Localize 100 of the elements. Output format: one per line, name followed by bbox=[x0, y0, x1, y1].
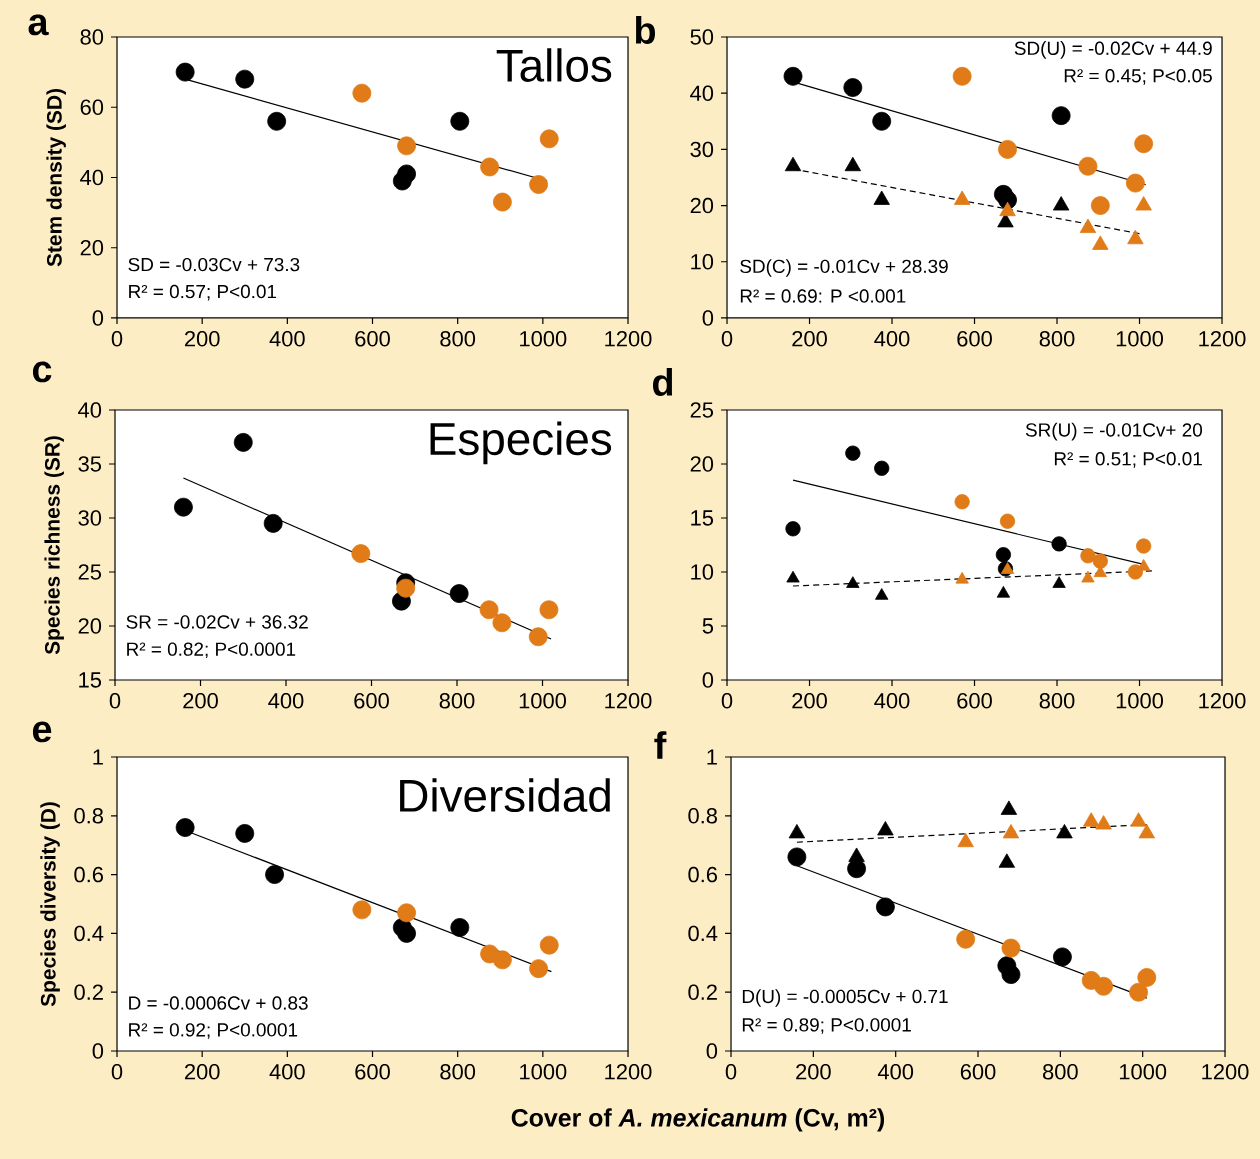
point bbox=[953, 190, 971, 205]
x-tick-label: 200 bbox=[184, 1064, 220, 1080]
x-tick-label: 1200 bbox=[1202, 1064, 1249, 1080]
chart-title: e bbox=[32, 721, 52, 743]
x-tick-label: 800 bbox=[440, 1064, 476, 1080]
point bbox=[479, 600, 499, 620]
point bbox=[954, 494, 970, 510]
x-tick-label: 1000 bbox=[519, 693, 567, 709]
point bbox=[997, 213, 1014, 228]
chart-title: c bbox=[32, 361, 52, 383]
point bbox=[783, 66, 803, 86]
point bbox=[1001, 965, 1021, 984]
y-tick-label: 20 bbox=[80, 239, 104, 256]
point bbox=[1127, 229, 1144, 245]
x-tick-label: 1000 bbox=[1119, 1064, 1167, 1080]
point bbox=[999, 513, 1016, 529]
x-tick-label: 600 bbox=[355, 331, 390, 347]
point bbox=[1080, 548, 1096, 564]
point bbox=[787, 847, 807, 867]
annotation: Diversidad bbox=[400, 778, 610, 813]
annotation: Tallos bbox=[496, 48, 612, 82]
point bbox=[1056, 824, 1073, 839]
y-tick-label: 0.4 bbox=[74, 925, 104, 942]
x-tick-label: 1200 bbox=[1199, 693, 1246, 709]
x-tick-label: 0 bbox=[725, 1064, 737, 1080]
point bbox=[784, 156, 802, 172]
y-tick-label: 0 bbox=[92, 1043, 104, 1059]
point bbox=[1092, 553, 1108, 569]
annotation: D = -0.0006Cv + 0.83 bbox=[129, 996, 308, 1010]
x-tick-label: 0 bbox=[721, 331, 733, 347]
x-tick-label: 1000 bbox=[1116, 331, 1164, 347]
point bbox=[450, 918, 470, 937]
point bbox=[235, 824, 255, 843]
point bbox=[1051, 536, 1067, 552]
point bbox=[1078, 156, 1098, 176]
point bbox=[529, 959, 548, 979]
y-tick-label: 40 bbox=[80, 169, 104, 186]
point bbox=[998, 139, 1017, 159]
point bbox=[1051, 106, 1071, 126]
point bbox=[175, 818, 195, 837]
x-tick-label: 600 bbox=[957, 331, 992, 347]
point bbox=[397, 923, 416, 943]
x-tick-label: 0 bbox=[109, 693, 121, 709]
point bbox=[843, 78, 863, 97]
annotation: SD(C) = -0.01Cv + 28.39 bbox=[740, 259, 948, 277]
point bbox=[1137, 968, 1157, 987]
x-tick-label: 600 bbox=[354, 693, 389, 709]
point bbox=[539, 600, 559, 620]
y-tick-label: 80 bbox=[80, 29, 104, 45]
point bbox=[539, 935, 559, 955]
point bbox=[1053, 947, 1072, 967]
y-tick-label: 1 bbox=[93, 749, 103, 765]
annotation: R² = 0.57; P<0.01 bbox=[129, 284, 277, 301]
x-tick-label: 0 bbox=[111, 331, 123, 347]
point bbox=[998, 853, 1016, 868]
point bbox=[528, 627, 548, 647]
y-tick-label: 35 bbox=[78, 456, 102, 472]
y-tick-label: 40 bbox=[78, 402, 102, 418]
y-tick-label: 10 bbox=[691, 254, 714, 270]
point bbox=[1052, 196, 1070, 211]
point bbox=[233, 432, 253, 452]
point bbox=[1137, 558, 1151, 571]
annotation: R² = 0.69: P <0.001 bbox=[740, 289, 906, 303]
point bbox=[449, 584, 469, 603]
point bbox=[1095, 815, 1112, 830]
chart-title: d bbox=[653, 368, 673, 396]
point bbox=[1052, 576, 1066, 588]
point bbox=[539, 129, 559, 149]
x-tick-label: 600 bbox=[957, 693, 992, 709]
annotation: SD = -0.03Cv + 73.3 bbox=[128, 257, 300, 272]
point bbox=[1130, 812, 1147, 827]
x-tick-label: 800 bbox=[1043, 1064, 1078, 1080]
point bbox=[492, 192, 512, 212]
y-tick-label: 50 bbox=[690, 29, 714, 45]
y-tick-label: 0.8 bbox=[74, 808, 103, 824]
point bbox=[235, 69, 255, 89]
x-tick-label: 200 bbox=[796, 1064, 831, 1080]
point bbox=[492, 613, 512, 633]
y-tick-label: 0.6 bbox=[74, 866, 103, 883]
y-tick-label: 20 bbox=[690, 456, 714, 472]
annotation: D(U) = -0.0005Cv + 0.71 bbox=[742, 989, 948, 1007]
point bbox=[1125, 173, 1145, 193]
point bbox=[999, 201, 1016, 217]
y-tick-label: 15 bbox=[691, 510, 714, 526]
point bbox=[1000, 800, 1018, 815]
annotation: R² = 0.82; P<0.0001 bbox=[127, 642, 296, 659]
y-axis-title: Stem density (SD) bbox=[46, 89, 66, 267]
y-tick-label: 60 bbox=[80, 99, 104, 115]
point bbox=[397, 164, 416, 184]
point bbox=[785, 521, 801, 537]
x-tick-label: 400 bbox=[268, 693, 304, 709]
point bbox=[848, 847, 865, 862]
y-tick-label: 0.8 bbox=[688, 808, 718, 824]
y-tick-label: 0.2 bbox=[688, 984, 717, 1000]
point bbox=[952, 66, 972, 86]
chart-title: b bbox=[635, 16, 656, 44]
annotation: R² = 0.92; P<0.0001 bbox=[129, 1023, 298, 1039]
point bbox=[1092, 235, 1109, 250]
y-tick-label: 15 bbox=[79, 672, 102, 688]
annotation: R² = 0.89; P<0.0001 bbox=[742, 1018, 911, 1034]
